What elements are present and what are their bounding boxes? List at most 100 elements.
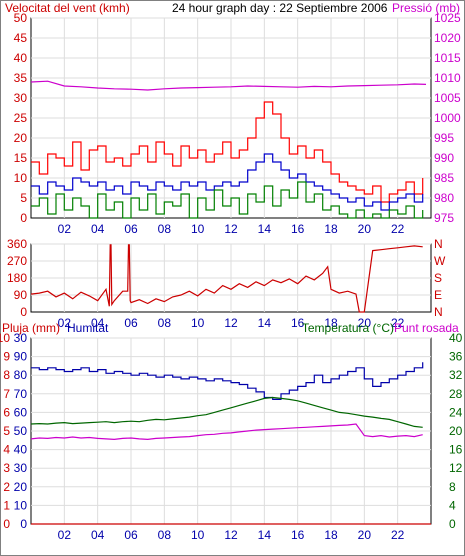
temperature-tick-label: 20 bbox=[449, 424, 463, 438]
temperature-tick-label: 36 bbox=[449, 350, 463, 364]
wind-speed-tick-label: 0 bbox=[20, 211, 27, 225]
x-tick-label: 16 bbox=[291, 222, 305, 236]
compass-tick-label: E bbox=[434, 288, 442, 302]
x-tick-label: 18 bbox=[324, 222, 338, 236]
wind-speed-tick-label: 50 bbox=[14, 11, 28, 25]
x-tick-label: 08 bbox=[158, 222, 172, 236]
pressure-tick-label: 980 bbox=[434, 191, 454, 205]
rain-tick-label: 5 bbox=[3, 424, 10, 438]
rain-tick-label: 10 bbox=[0, 331, 10, 345]
x-tick-label: 10 bbox=[191, 222, 205, 236]
x-tick-label: 04 bbox=[91, 316, 105, 330]
humidity-tick-label: 10 bbox=[14, 498, 28, 512]
pressure-tick-label: 985 bbox=[434, 171, 454, 185]
humidity-tick-label: 90 bbox=[14, 350, 28, 364]
compass-tick-label: N bbox=[434, 305, 443, 319]
x-tick-label: 06 bbox=[124, 528, 138, 542]
humidity-tick-label: 60 bbox=[14, 405, 28, 419]
temperature-tick-label: 32 bbox=[449, 368, 463, 382]
rain-axis-title: Pluja (mm) bbox=[2, 321, 60, 335]
x-tick-label: 16 bbox=[291, 316, 305, 330]
x-tick-label: 04 bbox=[91, 222, 105, 236]
pressure-tick-label: 995 bbox=[434, 131, 454, 145]
rain-tick-label: 3 bbox=[3, 461, 10, 475]
direction-degree-tick-label: 0 bbox=[20, 305, 27, 319]
rain-tick-label: 1 bbox=[3, 498, 10, 512]
x-tick-label: 22 bbox=[391, 316, 405, 330]
x-tick-label: 10 bbox=[191, 316, 205, 330]
pressure-tick-label: 1000 bbox=[434, 111, 461, 125]
pressure-tick-label: 1025 bbox=[434, 11, 461, 25]
pressure-axis-title: Pressió (mb) bbox=[392, 1, 460, 15]
humidity-tick-label: 30 bbox=[14, 461, 28, 475]
pressure-tick-label: 990 bbox=[434, 151, 454, 165]
temperature-series-line bbox=[30, 396, 423, 428]
humidity-tick-label: 20 bbox=[14, 480, 28, 494]
wind-speed-tick-label: 5 bbox=[20, 191, 27, 205]
temperature-tick-label: 4 bbox=[449, 498, 456, 512]
gust-series-line bbox=[31, 101, 424, 203]
direction-degree-tick-label: 270 bbox=[7, 254, 27, 268]
x-tick-label: 06 bbox=[124, 222, 138, 236]
humidity-axis-title: Humitat bbox=[67, 321, 109, 335]
x-tick-label: 20 bbox=[358, 316, 372, 330]
rain-tick-label: 9 bbox=[3, 350, 10, 364]
direction-degree-tick-label: 180 bbox=[7, 271, 27, 285]
x-tick-label: 02 bbox=[58, 316, 72, 330]
temperature-tick-label: 0 bbox=[449, 517, 456, 531]
humidity-tick-label: 70 bbox=[14, 387, 28, 401]
humidity-tick-label: 80 bbox=[14, 368, 28, 382]
rain-tick-label: 0 bbox=[3, 517, 10, 531]
x-tick-label: 20 bbox=[358, 222, 372, 236]
x-tick-label: 02 bbox=[58, 528, 72, 542]
wind-direction-series-line bbox=[30, 244, 423, 313]
temperature-tick-label: 12 bbox=[449, 461, 463, 475]
temperature-tick-label: 16 bbox=[449, 443, 463, 457]
temperature-tick-label: 40 bbox=[449, 331, 463, 345]
x-tick-label: 18 bbox=[324, 316, 338, 330]
humidity-tick-label: 30 bbox=[14, 331, 28, 345]
x-tick-label: 14 bbox=[258, 316, 272, 330]
x-tick-label: 12 bbox=[224, 222, 238, 236]
dew-series-line bbox=[30, 423, 423, 441]
pressure-tick-label: 1005 bbox=[434, 91, 461, 105]
x-tick-label: 16 bbox=[291, 528, 305, 542]
wind-speed-tick-label: 15 bbox=[14, 151, 28, 165]
rain-tick-label: 7 bbox=[3, 387, 10, 401]
x-tick-label: 08 bbox=[158, 528, 172, 542]
pressure-tick-label: 975 bbox=[434, 211, 454, 225]
temperature-axis-title: Temperatura (°C) bbox=[302, 321, 394, 335]
chart-title: 24 hour graph day : 22 Septiembre 2006 bbox=[172, 1, 388, 15]
x-tick-label: 02 bbox=[58, 222, 72, 236]
wind-speed-tick-label: 40 bbox=[14, 51, 28, 65]
x-tick-label: 12 bbox=[224, 528, 238, 542]
humidity-tick-label: 40 bbox=[14, 443, 28, 457]
dew-point-axis-title: Punt rosada bbox=[394, 321, 459, 335]
pressure-tick-label: 1015 bbox=[434, 51, 461, 65]
minimum-series-line bbox=[31, 181, 424, 219]
rain-tick-label: 8 bbox=[3, 368, 10, 382]
compass-tick-label: N bbox=[434, 237, 443, 251]
direction-degree-tick-label: 360 bbox=[7, 237, 27, 251]
pressure-tick-label: 1020 bbox=[434, 31, 461, 45]
x-tick-label: 06 bbox=[124, 316, 138, 330]
rain-tick-label: 6 bbox=[3, 405, 10, 419]
x-tick-label: 10 bbox=[191, 528, 205, 542]
x-tick-label: 20 bbox=[358, 528, 372, 542]
rain-tick-label: 2 bbox=[3, 480, 10, 494]
temperature-tick-label: 24 bbox=[449, 405, 463, 419]
x-tick-label: 14 bbox=[258, 222, 272, 236]
x-tick-label: 08 bbox=[158, 316, 172, 330]
temperature-tick-label: 8 bbox=[449, 480, 456, 494]
compass-tick-label: S bbox=[434, 271, 442, 285]
average-series-line bbox=[31, 153, 424, 211]
x-tick-label: 12 bbox=[224, 316, 238, 330]
x-tick-label: 22 bbox=[391, 222, 405, 236]
humidity-tick-label: 0 bbox=[20, 517, 27, 531]
x-tick-label: 04 bbox=[91, 528, 105, 542]
rain-tick-label: 4 bbox=[3, 443, 10, 457]
wind-speed-tick-label: 30 bbox=[14, 91, 28, 105]
wind-speed-tick-label: 10 bbox=[14, 171, 28, 185]
wind-speed-tick-label: 20 bbox=[14, 131, 28, 145]
